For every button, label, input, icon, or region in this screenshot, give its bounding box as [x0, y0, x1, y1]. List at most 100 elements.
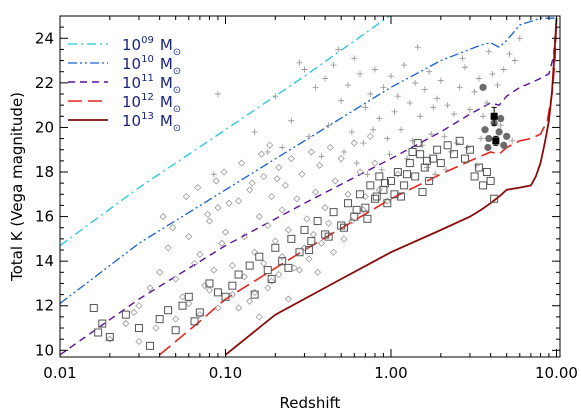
diamond-marker [375, 186, 383, 194]
diamond-marker [221, 228, 230, 236]
cross-marker [214, 91, 221, 98]
square-marker [228, 281, 237, 290]
cross-marker [500, 66, 507, 73]
square-marker [205, 279, 214, 288]
diamond-marker [344, 190, 352, 198]
diamond-marker [278, 206, 286, 214]
cross-marker [340, 148, 347, 155]
diamond-marker [130, 308, 138, 316]
diamond-marker [152, 324, 160, 332]
diamond-marker [300, 244, 309, 252]
diamond-marker [255, 213, 263, 221]
y-tick-labels: 10 12 14 16 18 20 22 24 [35, 29, 54, 359]
diamond-marker [218, 239, 226, 247]
diamond-marker [266, 141, 274, 149]
square-marker [449, 150, 458, 159]
diamond-marker [205, 217, 214, 225]
filled-circle-marker [479, 83, 487, 91]
square-marker [379, 185, 388, 194]
diamond-marker [159, 213, 167, 221]
cross-marker [279, 144, 286, 151]
cross-marker [466, 106, 473, 113]
cross-marker [401, 62, 408, 69]
square-marker [381, 179, 390, 188]
square-marker [460, 154, 469, 163]
cross-marker [370, 126, 377, 133]
cross-marker [516, 35, 523, 42]
diamond-marker [194, 184, 202, 192]
cross-marker [376, 115, 383, 122]
x-tick-label: 10.00 [535, 364, 578, 382]
diamond-marker [228, 262, 236, 270]
cross-marker [423, 164, 430, 171]
cross-marker [384, 135, 391, 142]
curve-10e13 [224, 18, 558, 356]
y-tick-label: 12 [35, 297, 54, 315]
cross-marker [357, 70, 364, 77]
square-marker [474, 163, 483, 172]
cross-marker [362, 104, 369, 111]
diamond-marker [164, 244, 172, 252]
cross-marker [330, 62, 337, 69]
square-marker [146, 341, 155, 350]
square-marker [422, 156, 431, 165]
square-marker [105, 332, 114, 341]
mass-curves [60, 16, 558, 356]
square-marker [313, 217, 322, 226]
curve-10e09 [60, 16, 390, 247]
square-marker [307, 237, 316, 246]
diamond-marker [210, 266, 218, 274]
diamond-marker [106, 335, 114, 343]
square-marker [393, 168, 402, 177]
square-marker [361, 203, 370, 212]
diamond-marker [284, 226, 292, 234]
square-marker [375, 172, 384, 181]
cross-marker [497, 122, 504, 129]
cross-marker [509, 137, 516, 144]
cross-marker [306, 133, 313, 140]
cross-marker [301, 66, 308, 73]
diamond-marker [317, 239, 326, 247]
y-tick-label: 20 [35, 118, 54, 136]
square-marker [184, 292, 193, 301]
cross-marker [345, 82, 352, 89]
square-marker [486, 176, 495, 185]
square-marker [134, 324, 143, 333]
diamond-marker [246, 186, 254, 194]
diamond-marker [394, 170, 402, 178]
cross-marker [432, 171, 439, 178]
diamond-marker [196, 250, 204, 259]
diamond-marker [196, 311, 204, 319]
cross-marker [325, 122, 332, 129]
error-point-marker [490, 112, 498, 120]
diamond-marker [255, 313, 263, 321]
y-tick-label: 14 [35, 252, 54, 270]
cross-marker [483, 99, 490, 106]
square-marker [329, 208, 338, 217]
square-marker [436, 159, 445, 168]
square-marker [352, 205, 361, 214]
cross-marker [322, 75, 329, 82]
legend-label: 1009 M⊙ [122, 35, 181, 58]
square-marker [190, 317, 199, 326]
cross-marker [426, 68, 433, 75]
diamond-marker [303, 215, 311, 223]
square-marker [98, 319, 107, 328]
diamond-marker [313, 268, 322, 276]
diamond-marker [235, 197, 243, 205]
curve-10e11 [60, 18, 558, 356]
cross-marker [338, 97, 345, 104]
cross-marker [450, 111, 457, 118]
diamond-marker [359, 206, 367, 214]
legend-label: 1011 M⊙ [122, 73, 181, 96]
cross-marker [251, 128, 258, 135]
cross-marker [430, 104, 437, 111]
diamond-marker [246, 297, 254, 305]
square-marker [267, 274, 276, 283]
diamond-marker [228, 291, 236, 299]
square-marker [94, 328, 103, 337]
diamond-marker [305, 255, 313, 263]
diamond-marker [260, 172, 268, 181]
square-marker [429, 154, 438, 163]
